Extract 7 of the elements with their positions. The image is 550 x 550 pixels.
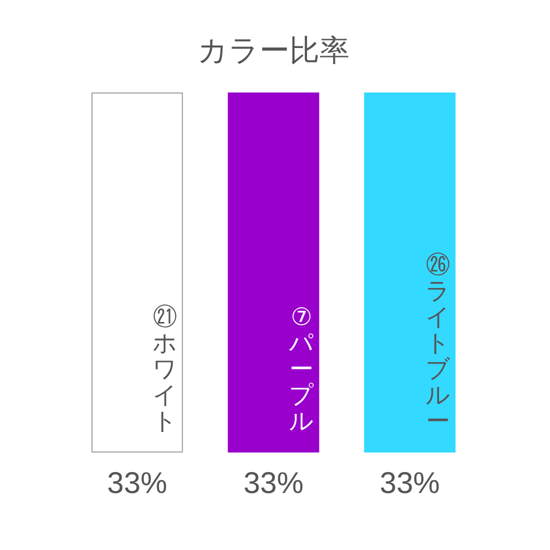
data-label: 33% [107, 467, 168, 500]
chart-title: カラー比率 [198, 34, 350, 68]
data-label: 33% [380, 467, 440, 500]
data-label: 33% [243, 467, 304, 500]
x-tick-label: ⑦パープル [288, 303, 314, 435]
x-tick-label: ㉖ライトブルー [425, 251, 450, 435]
x-tick-label: ㉑ホワイト [152, 303, 178, 435]
